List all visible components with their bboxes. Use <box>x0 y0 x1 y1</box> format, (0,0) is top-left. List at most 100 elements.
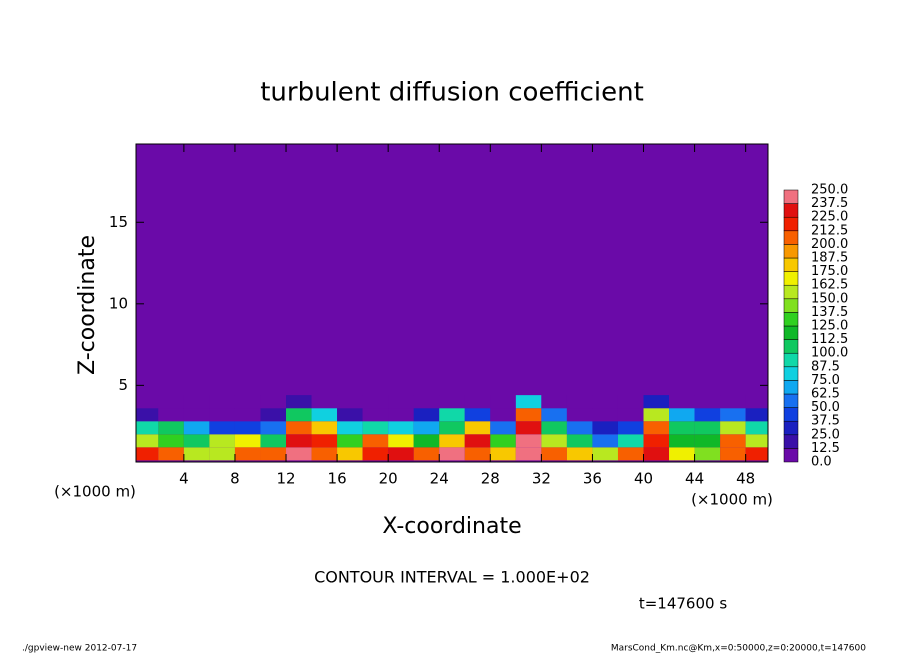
colorbar-swatch <box>783 420 799 436</box>
field-cell <box>694 395 721 409</box>
colorbar-swatch <box>783 257 799 272</box>
colorbar-swatch <box>783 284 799 300</box>
field-cell <box>209 395 235 409</box>
x-tick-label: 28 <box>481 470 500 488</box>
field-cell <box>515 408 542 422</box>
x-unit-right: (×1000 m) <box>691 491 773 509</box>
field-cell <box>745 447 768 461</box>
colorbar-label: 237.5 <box>811 196 848 211</box>
field-cell <box>234 434 261 448</box>
chart-title: turbulent diffusion coefficient <box>260 78 644 108</box>
y-tick-label: 10 <box>109 294 128 312</box>
x-tick-label: 48 <box>736 470 755 488</box>
field-cell <box>260 408 287 422</box>
x-tick-label: 32 <box>532 470 551 488</box>
x-axis-label: X-coordinate <box>382 514 521 539</box>
field-cell <box>464 395 491 409</box>
colorbar-label: 62.5 <box>811 387 840 402</box>
field-cell <box>362 395 389 409</box>
field-cell <box>136 421 159 435</box>
colorbar-swatch <box>783 393 799 408</box>
colorbar-swatch <box>783 366 799 381</box>
colorbar-swatch <box>783 312 799 327</box>
colorbar-swatch <box>783 216 799 232</box>
plot-frame <box>135 143 769 463</box>
field-cell <box>311 434 338 448</box>
colorbar-swatch <box>783 434 799 449</box>
colorbar-swatch <box>783 298 799 313</box>
field-cell <box>720 447 746 461</box>
field-cell <box>183 408 210 422</box>
field-cell <box>617 434 644 448</box>
field-cell <box>388 447 414 461</box>
colorbar-label: 212.5 <box>811 223 848 238</box>
field-cell <box>286 395 312 409</box>
field-cell <box>311 395 338 409</box>
footer-left: ./gpview-new 2012-07-17 <box>22 644 137 654</box>
field-cell <box>158 447 184 461</box>
field-cell <box>669 408 695 422</box>
field-cell <box>490 434 516 448</box>
field-cell <box>136 447 159 461</box>
colorbar-swatch <box>783 203 799 218</box>
field-cell <box>209 408 235 422</box>
field-cell <box>643 408 670 422</box>
field-cell <box>136 395 159 409</box>
field-cell <box>515 421 542 435</box>
field-cell <box>234 395 261 409</box>
y-axis-label: Z-coordinate <box>75 235 100 375</box>
field-cell <box>669 434 695 448</box>
field-cell <box>209 434 235 448</box>
field-cell <box>413 408 440 422</box>
field-cell <box>464 421 491 435</box>
field-cell <box>286 447 312 461</box>
field-cell <box>592 421 618 435</box>
field-cell <box>311 447 338 461</box>
field-cell <box>617 408 644 422</box>
colorbar-label: 87.5 <box>811 359 840 374</box>
field-cell <box>362 421 389 435</box>
contour-interval: CONTOUR INTERVAL = 1.000E+02 <box>314 568 590 587</box>
field-cell <box>720 395 746 409</box>
field-cell <box>566 421 593 435</box>
field-cell <box>439 434 465 448</box>
field-cell <box>566 447 593 461</box>
x-tick-label: 24 <box>430 470 449 488</box>
field-cell <box>136 408 159 422</box>
colorbar-swatch <box>783 339 799 354</box>
field-cell <box>745 395 768 409</box>
colorbar-label: 25.0 <box>811 427 840 442</box>
field-cell <box>413 421 440 435</box>
field-cell <box>158 408 184 422</box>
field-cell <box>720 421 746 435</box>
colorbar-label: 0.0 <box>811 455 832 470</box>
field-cell <box>413 434 440 448</box>
field-cell <box>541 434 567 448</box>
field-cell <box>337 408 363 422</box>
field-cell <box>541 447 567 461</box>
field-cell <box>337 421 363 435</box>
field-cell <box>515 395 542 409</box>
field-cell <box>694 421 721 435</box>
field-cell <box>234 408 261 422</box>
colorbar-label: 200.0 <box>811 237 848 252</box>
field-cell <box>541 408 567 422</box>
time-label: t=147600 s <box>639 595 727 613</box>
field-cell <box>234 447 261 461</box>
colorbar-swatch <box>783 244 799 259</box>
x-tick-label: 4 <box>179 470 189 488</box>
x-unit-left: (×1000 m) <box>54 483 136 501</box>
field-cell <box>745 408 768 422</box>
field-cell <box>286 408 312 422</box>
field-cell <box>388 395 414 409</box>
x-tick-label: 40 <box>634 470 653 488</box>
colorbar-label: 150.0 <box>811 291 848 306</box>
field-cell <box>464 447 491 461</box>
field-cell <box>260 395 287 409</box>
field-cell <box>362 408 389 422</box>
field-cell <box>566 408 593 422</box>
x-tick-label: 36 <box>583 470 602 488</box>
field-cell <box>337 395 363 409</box>
field-cell <box>158 395 184 409</box>
